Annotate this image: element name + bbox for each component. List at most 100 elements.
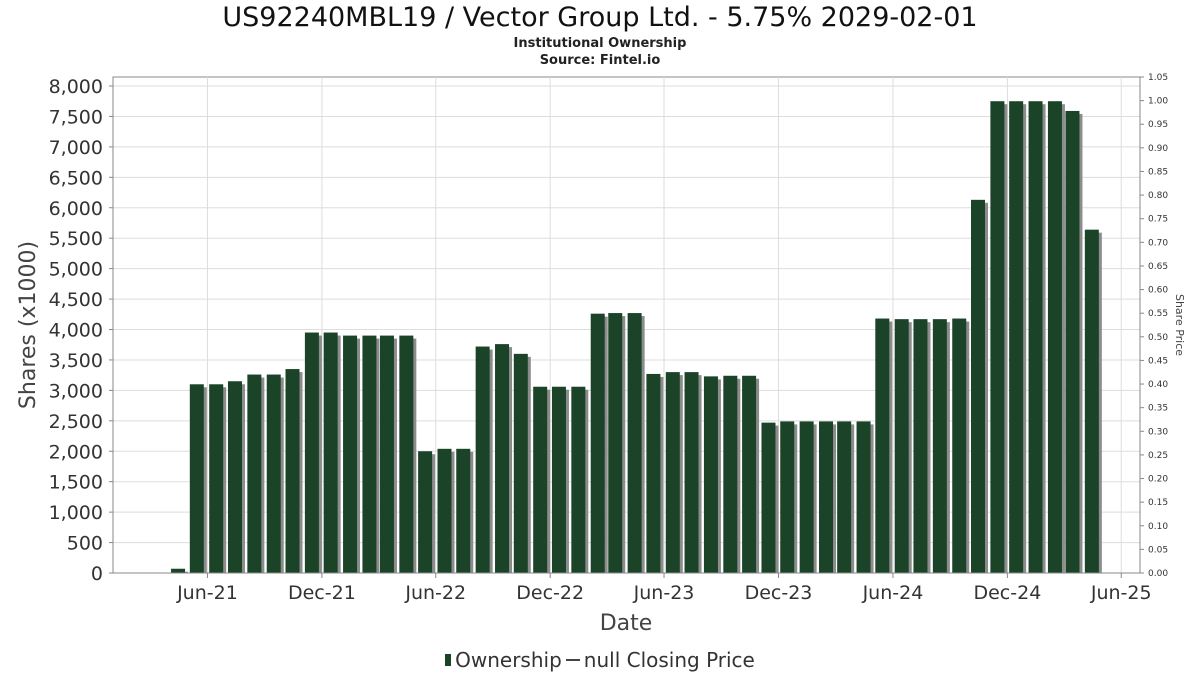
bar [399, 335, 414, 573]
y2-tick-label: 0.60 [1148, 286, 1168, 296]
bar [285, 369, 300, 573]
y2-tick-label: 1.05 [1148, 73, 1168, 83]
y-tick-label: 1,500 [49, 472, 103, 494]
y2-axis-label: Share Price [1173, 294, 1186, 356]
bar [189, 384, 204, 573]
bar [761, 422, 776, 573]
bar [684, 372, 699, 573]
ownership-swatch-icon [445, 654, 452, 666]
x-tick-label: Jun-25 [1090, 582, 1152, 604]
legend: Ownership null Closing Price [0, 648, 1200, 672]
y2-tick-label: 0.85 [1148, 167, 1168, 177]
x-tick-label: Dec-21 [288, 582, 356, 604]
bar [780, 421, 795, 573]
axes: 0 500 1,000 1,500 2,000 2,500 3,000 3,500 4,000 4… [49, 73, 1169, 604]
y-tick-label: 6,500 [49, 167, 103, 189]
chart-title: US92240MBL19 / Vector Group Ltd. - 5.75%… [222, 2, 978, 33]
bar [379, 335, 394, 573]
y2-tick-label: 0.90 [1148, 144, 1168, 154]
x-tick-label: Jun-24 [862, 582, 924, 604]
y2-tick-label: 0.30 [1148, 427, 1168, 437]
bar [819, 421, 834, 573]
y2-tick-label: 0.20 [1148, 475, 1168, 485]
bar [742, 375, 757, 573]
chart-subtitle: Institutional Ownership [513, 36, 687, 51]
bars [171, 101, 1102, 574]
y2-tick-label: 0.65 [1148, 262, 1168, 272]
bar [894, 319, 909, 573]
bar [475, 346, 490, 573]
y-tick-label: 4,000 [49, 320, 103, 342]
y-tick-label: 4,500 [49, 289, 103, 311]
bar [932, 319, 947, 573]
y2-tick-label: 0.05 [1148, 545, 1168, 555]
y2-tick-label: 0.25 [1148, 451, 1168, 461]
bar [513, 353, 528, 573]
y-tick-label: 6,000 [49, 198, 103, 220]
bar [608, 313, 623, 573]
x-tick-label: Dec-23 [745, 582, 813, 604]
y-tick-label: 2,000 [49, 441, 103, 463]
bar [209, 384, 224, 573]
y2-tick-label: 0.55 [1148, 309, 1168, 319]
bar [875, 318, 890, 573]
y-tick-label: 5,500 [49, 228, 103, 250]
bar [171, 568, 186, 573]
bar [304, 332, 319, 573]
y-tick-label: 5,000 [49, 259, 103, 281]
x-tick-label: Dec-22 [516, 582, 584, 604]
y-tick-label: 7,000 [49, 137, 103, 159]
y-tick-label: 8,000 [49, 76, 103, 98]
bar [952, 318, 967, 573]
x-tick-label: Dec-24 [973, 582, 1041, 604]
y2-tick-label: 0.45 [1148, 356, 1168, 366]
bar [723, 375, 738, 573]
y2-tick-label: 0.80 [1148, 191, 1168, 201]
price-line-icon [565, 659, 580, 661]
y-tick-label: 500 [67, 533, 103, 555]
bar [971, 199, 986, 573]
bar [362, 335, 377, 573]
y-tick-label: 3,500 [49, 350, 103, 372]
y2-tick-label: 0.15 [1148, 498, 1168, 508]
bar [343, 335, 358, 573]
bar [437, 448, 452, 573]
y2-tick-label: 0.95 [1148, 120, 1168, 130]
y-tick-label: 2,500 [49, 411, 103, 433]
y2-tick-label: 0.75 [1148, 215, 1168, 225]
bar [323, 332, 338, 573]
legend-ownership-label: Ownership [455, 648, 562, 672]
x-axis-label: Date [600, 611, 653, 636]
bar [571, 386, 586, 573]
bar [990, 101, 1005, 573]
x-tick-label: Jun-22 [404, 582, 466, 604]
bar [1084, 229, 1099, 574]
bar [665, 372, 680, 573]
bar [1065, 110, 1080, 574]
legend-price-label: null Closing Price [583, 648, 755, 672]
y2-tick-label: 0.10 [1148, 522, 1168, 532]
x-tick-label: Jun-21 [176, 582, 238, 604]
y2-tick-label: 0.00 [1148, 569, 1168, 579]
y-tick-label: 1,000 [49, 502, 103, 524]
x-tick-label: Jun-23 [633, 582, 695, 604]
y2-tick-label: 1.00 [1148, 97, 1168, 107]
y2-tick-label: 0.50 [1148, 333, 1168, 343]
bar [799, 421, 814, 573]
bar [456, 448, 471, 573]
y-tick-label: 3,000 [49, 380, 103, 402]
y-tick-label: 0 [91, 563, 103, 585]
y-tick-label: 7,500 [49, 106, 103, 128]
y-axis-label: Shares (x1000) [16, 241, 41, 409]
bar [856, 421, 871, 573]
bar [227, 381, 242, 573]
bar [533, 386, 548, 573]
bar [551, 386, 566, 573]
y2-tick-label: 0.70 [1148, 238, 1168, 248]
bar [913, 319, 928, 573]
bar [590, 313, 605, 573]
bar [627, 313, 642, 573]
bar [495, 344, 510, 573]
bar [1028, 101, 1043, 573]
